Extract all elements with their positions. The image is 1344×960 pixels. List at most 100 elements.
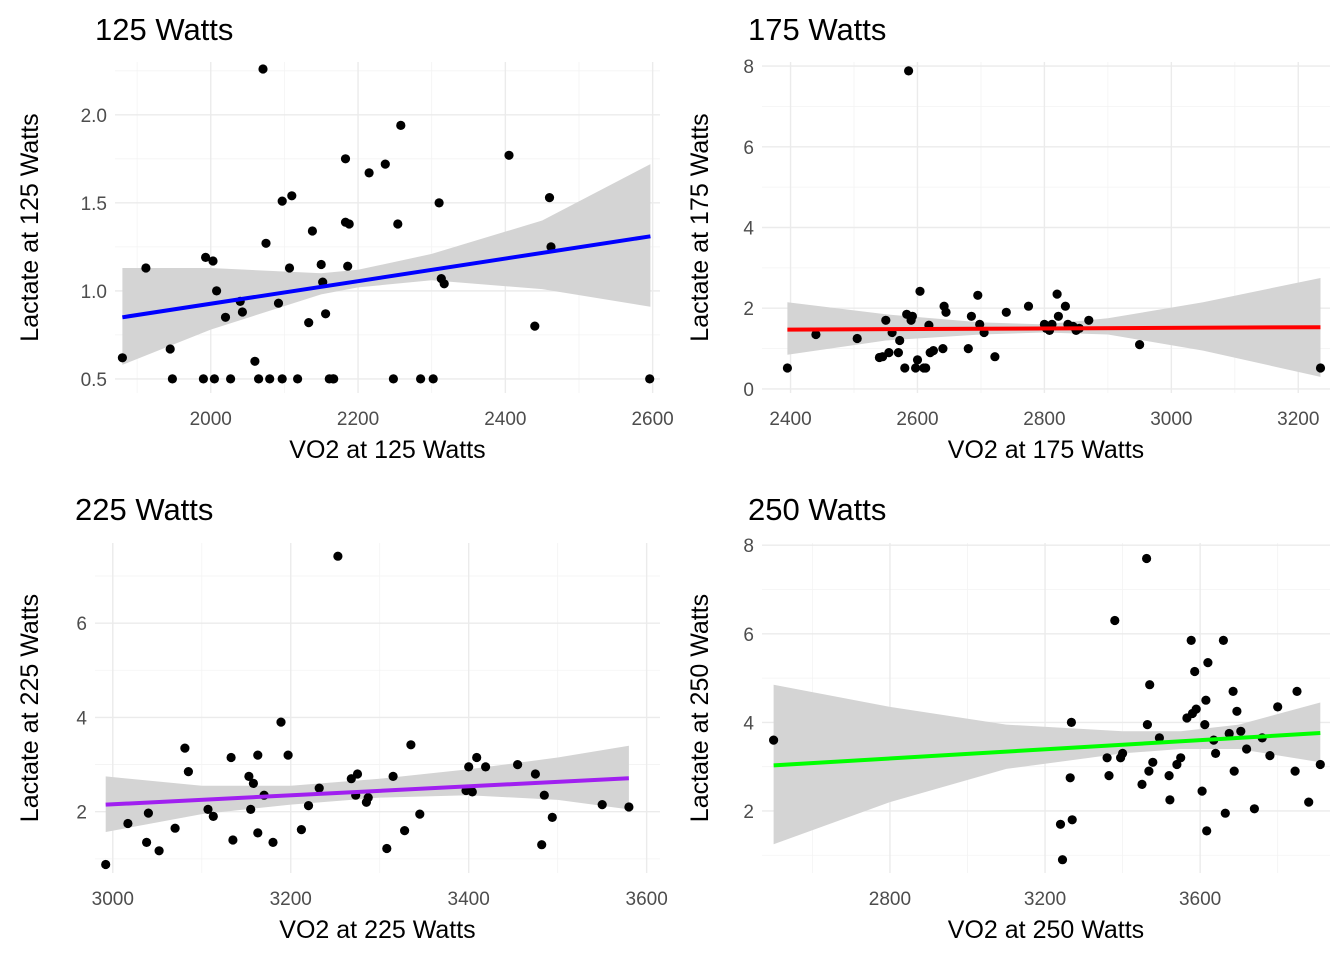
data-point xyxy=(1165,795,1175,805)
regression-line xyxy=(122,234,651,320)
data-point xyxy=(1154,733,1164,743)
data-point xyxy=(1053,311,1063,321)
x-axis-label: VO2 at 250 Watts xyxy=(948,916,1144,944)
data-point xyxy=(1142,553,1152,564)
data-point xyxy=(316,259,326,270)
data-point xyxy=(597,800,607,810)
data-point xyxy=(1203,658,1213,668)
x-axis-label: VO2 at 125 Watts xyxy=(289,436,485,464)
data-point xyxy=(539,790,549,800)
data-point xyxy=(1172,759,1182,770)
data-point xyxy=(904,66,914,76)
data-point xyxy=(154,846,164,856)
x-tick-label: 2200 xyxy=(337,409,379,430)
data-point xyxy=(1118,748,1128,759)
data-point xyxy=(530,769,541,779)
data-point xyxy=(276,717,286,727)
data-point xyxy=(400,826,410,836)
data-point xyxy=(1145,680,1155,690)
data-point xyxy=(253,828,263,838)
confidence-band xyxy=(122,164,651,365)
chart-panel: 2000 2200 2400 2600 0.5 1.0 1.5 2.0 125 Watts VO2… xyxy=(16,12,674,464)
data-point xyxy=(287,191,297,201)
data-point xyxy=(1220,808,1230,818)
data-point xyxy=(307,226,317,236)
data-point xyxy=(228,835,238,845)
chart-panel: 3000 3200 3400 3600 2 4 6 225 Watts VO2 at 225 W… xyxy=(16,492,668,944)
data-point xyxy=(296,825,306,835)
data-point xyxy=(966,311,977,321)
data-point xyxy=(900,363,910,373)
data-point xyxy=(1191,704,1201,714)
data-point xyxy=(912,355,923,365)
data-point xyxy=(1229,766,1239,776)
data-point xyxy=(1135,340,1145,350)
data-point xyxy=(1065,773,1075,783)
y-tick-label: 2 xyxy=(76,803,87,824)
x-tick-label: 3000 xyxy=(1150,409,1192,430)
y-tick-label: 1.0 xyxy=(81,282,107,303)
chart-panel: 2400 2600 2800 3000 3200 0 2 4 6 8 175 Watts VO2 at… xyxy=(686,12,1330,464)
x-tick-label: 2400 xyxy=(484,409,526,430)
y-tick-label: 2 xyxy=(743,299,754,320)
data-point xyxy=(303,801,314,811)
data-point xyxy=(165,344,175,354)
regression-line xyxy=(787,325,1321,332)
data-point xyxy=(253,750,263,760)
data-point xyxy=(434,198,444,208)
data-point xyxy=(624,802,634,812)
data-point xyxy=(1142,720,1152,730)
data-point xyxy=(415,809,425,819)
data-point xyxy=(1249,804,1259,814)
data-point xyxy=(167,374,177,384)
data-point xyxy=(547,812,557,823)
data-point xyxy=(928,346,939,356)
data-point xyxy=(537,840,547,850)
data-point xyxy=(513,760,523,770)
data-point xyxy=(1211,748,1221,759)
data-point xyxy=(481,762,491,772)
y-axis-label: Lactate at 250 Watts xyxy=(686,594,714,822)
x-axis-label: VO2 at 225 Watts xyxy=(279,916,475,944)
data-point xyxy=(1104,771,1114,781)
x-tick-label: 3200 xyxy=(1024,889,1066,910)
data-point xyxy=(396,120,406,130)
data-point xyxy=(304,318,314,328)
data-point xyxy=(439,279,449,289)
data-point xyxy=(340,154,351,164)
data-point xyxy=(183,767,193,777)
data-point xyxy=(975,319,985,329)
data-point xyxy=(388,374,398,384)
data-point xyxy=(1023,301,1034,311)
data-point xyxy=(1224,728,1234,739)
data-point xyxy=(208,811,218,822)
x-tick-label: 3400 xyxy=(448,889,490,910)
data-point xyxy=(1292,686,1302,697)
data-point xyxy=(467,787,477,797)
data-point xyxy=(1137,779,1147,790)
data-point xyxy=(170,823,180,833)
x-tick-label: 2000 xyxy=(190,409,232,430)
data-point xyxy=(1201,695,1211,705)
data-point xyxy=(530,321,540,331)
regression-line xyxy=(773,731,1321,768)
data-point xyxy=(1060,301,1070,311)
data-point xyxy=(645,374,655,384)
data-point xyxy=(911,363,921,373)
data-point xyxy=(1218,635,1228,646)
x-tick-label: 2600 xyxy=(631,409,673,430)
y-tick-label: 2 xyxy=(743,802,754,823)
data-point xyxy=(203,804,213,815)
data-point xyxy=(380,159,390,169)
x-tick-label: 2800 xyxy=(1023,409,1065,430)
data-point xyxy=(293,374,303,384)
data-point xyxy=(884,348,894,358)
data-point xyxy=(464,762,474,772)
data-point xyxy=(277,374,287,384)
data-point xyxy=(1265,751,1275,761)
data-point xyxy=(406,740,416,750)
data-point xyxy=(769,735,779,745)
data-point xyxy=(1084,315,1094,325)
data-point xyxy=(1110,615,1120,626)
data-point xyxy=(881,315,891,325)
